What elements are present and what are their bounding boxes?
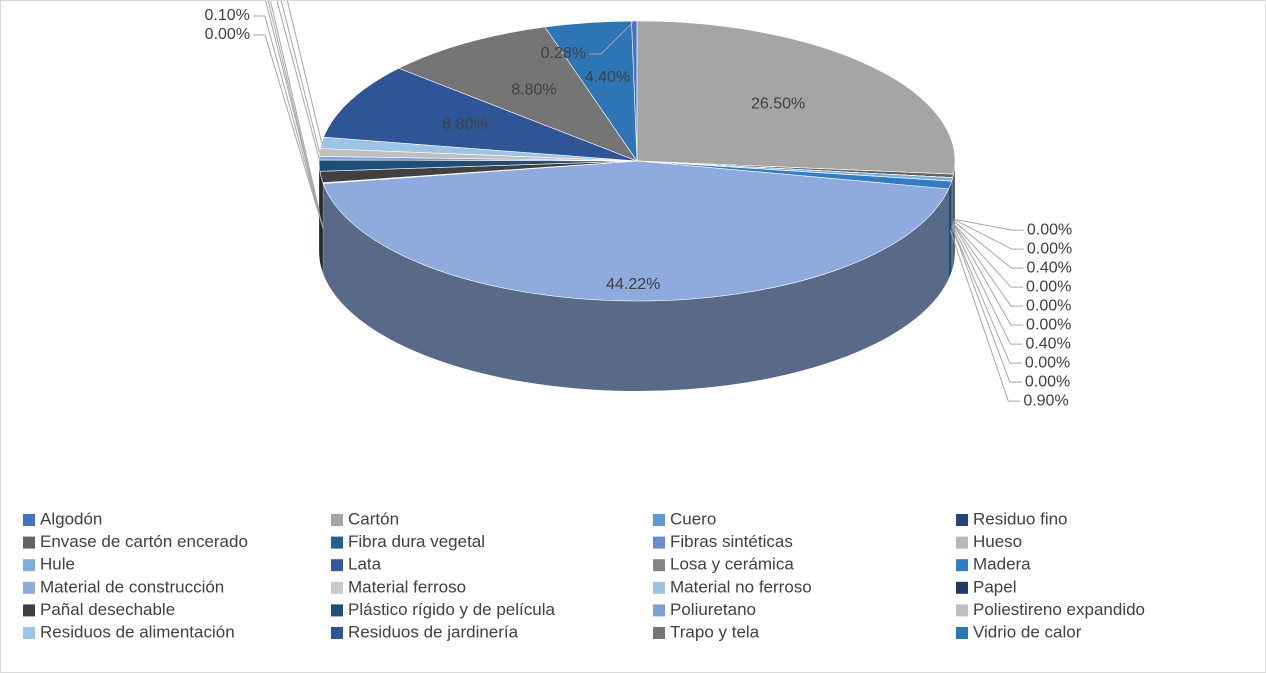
- legend-label: Papel: [973, 577, 1016, 596]
- legend-swatch: [331, 514, 343, 526]
- leader-line: [265, 1, 324, 228]
- legend-label: Algodón: [40, 509, 102, 528]
- leader-line: [276, 1, 320, 159]
- legend-label: Residuo fino: [973, 509, 1068, 528]
- legend-swatch: [23, 581, 35, 594]
- data-label: 4.40%: [585, 69, 630, 86]
- pie-side: [951, 177, 953, 272]
- leader-line: [953, 218, 1024, 231]
- legend-label: Pañal desechable: [40, 600, 175, 619]
- legend-swatch: [956, 559, 968, 572]
- data-label: 0.00%: [205, 26, 250, 43]
- pie-side: [948, 181, 952, 279]
- leader-line: [951, 224, 1023, 345]
- leader-line: [951, 225, 1022, 364]
- legend-swatch: [653, 581, 665, 594]
- leader-line: [949, 229, 1021, 402]
- leader-line: [267, 1, 322, 223]
- pie-side: [952, 174, 954, 268]
- legend-swatch: [331, 581, 343, 594]
- leader-line: [269, 1, 320, 211]
- legend-swatch: [23, 604, 35, 617]
- legend-label: Vidrio de calor: [973, 622, 1082, 641]
- legend-swatch: [23, 536, 35, 549]
- legend-swatch: [331, 627, 343, 639]
- legend-swatch: [331, 604, 343, 617]
- legend-label: Madera: [973, 555, 1031, 574]
- leader-line: [589, 20, 635, 55]
- legend-swatch: [956, 581, 968, 594]
- legend-swatch: [653, 627, 665, 639]
- leader-line: [952, 222, 1023, 307]
- legend-label: Residuos de jardinería: [348, 622, 519, 641]
- leader-line: [253, 34, 324, 229]
- pie-slice: [398, 26, 638, 162]
- pie-slice: [323, 67, 638, 162]
- legend-swatch: [956, 604, 968, 617]
- data-label: 26.50%: [751, 96, 805, 113]
- pie-slice: [322, 160, 950, 302]
- legend-label: Cuero: [670, 509, 716, 528]
- data-label: 0.90%: [1023, 392, 1068, 409]
- leader-line: [953, 218, 1024, 250]
- legend-swatch: [956, 514, 968, 526]
- legend-swatch: [23, 627, 35, 639]
- data-label: 0.00%: [1027, 221, 1072, 238]
- data-label: 0.40%: [1025, 335, 1070, 352]
- legend-swatch: [331, 536, 343, 549]
- data-label: 0.28%: [541, 45, 586, 62]
- legend-swatch: [956, 627, 968, 639]
- legend-swatch: [653, 559, 665, 572]
- data-label: 0.00%: [1027, 240, 1072, 257]
- data-label: 44.22%: [606, 276, 660, 293]
- legend-label: Material ferroso: [348, 577, 466, 596]
- pie-side: [319, 161, 320, 262]
- leader-line: [252, 15, 324, 229]
- leader-line: [952, 222, 1023, 288]
- legend-label: Poliestireno expandido: [973, 600, 1145, 619]
- legend-label: Cartón: [348, 509, 399, 528]
- legend-swatch: [956, 536, 968, 549]
- data-label: 8.80%: [511, 82, 556, 99]
- pie-side: [323, 183, 949, 391]
- legend-swatch: [653, 514, 665, 526]
- legend-label: Fibras sintéticas: [670, 532, 793, 551]
- legend-label: Residuos de alimentación: [40, 622, 235, 641]
- data-label: 0.00%: [1026, 278, 1071, 295]
- legend-label: Material no ferroso: [670, 577, 812, 596]
- legend-label: Material de construcción: [40, 577, 224, 596]
- data-label: 0.00%: [1025, 354, 1070, 371]
- data-label: 0.40%: [1026, 259, 1071, 276]
- legend-label: Poliuretano: [670, 600, 756, 619]
- data-label: 0.10%: [205, 7, 250, 24]
- data-label: 0.00%: [1026, 297, 1071, 314]
- leader-line: [952, 220, 1024, 269]
- data-label: 0.00%: [1026, 316, 1071, 333]
- legend-label: Losa y cerámica: [670, 555, 794, 574]
- legend-label: Hueso: [973, 532, 1022, 551]
- leader-line: [286, 1, 323, 143]
- pie-side: [953, 161, 955, 265]
- leader-line: [951, 226, 1022, 383]
- legend-swatch: [653, 536, 665, 549]
- legend-swatch: [653, 604, 665, 617]
- leader-line: [952, 222, 1023, 326]
- data-label: 0.00%: [1025, 373, 1070, 390]
- leader-line: [280, 1, 321, 153]
- legend-label: Lata: [348, 555, 382, 574]
- legend-label: Trapo y tela: [670, 622, 760, 641]
- pie-slice: [636, 20, 956, 175]
- legend-swatch: [23, 514, 35, 526]
- legend-label: Hule: [40, 555, 75, 574]
- legend-label: Envase de cartón encerado: [40, 532, 248, 551]
- data-label: 0.00%: [204, 0, 249, 5]
- data-label: 8.80%: [442, 116, 487, 133]
- legend-swatch: [23, 559, 35, 572]
- legend-label: Plástico rígido y de película: [348, 600, 555, 619]
- legend-swatch: [331, 559, 343, 572]
- legend-label: Fibra dura vegetal: [348, 532, 485, 551]
- pie-slice: [544, 20, 638, 163]
